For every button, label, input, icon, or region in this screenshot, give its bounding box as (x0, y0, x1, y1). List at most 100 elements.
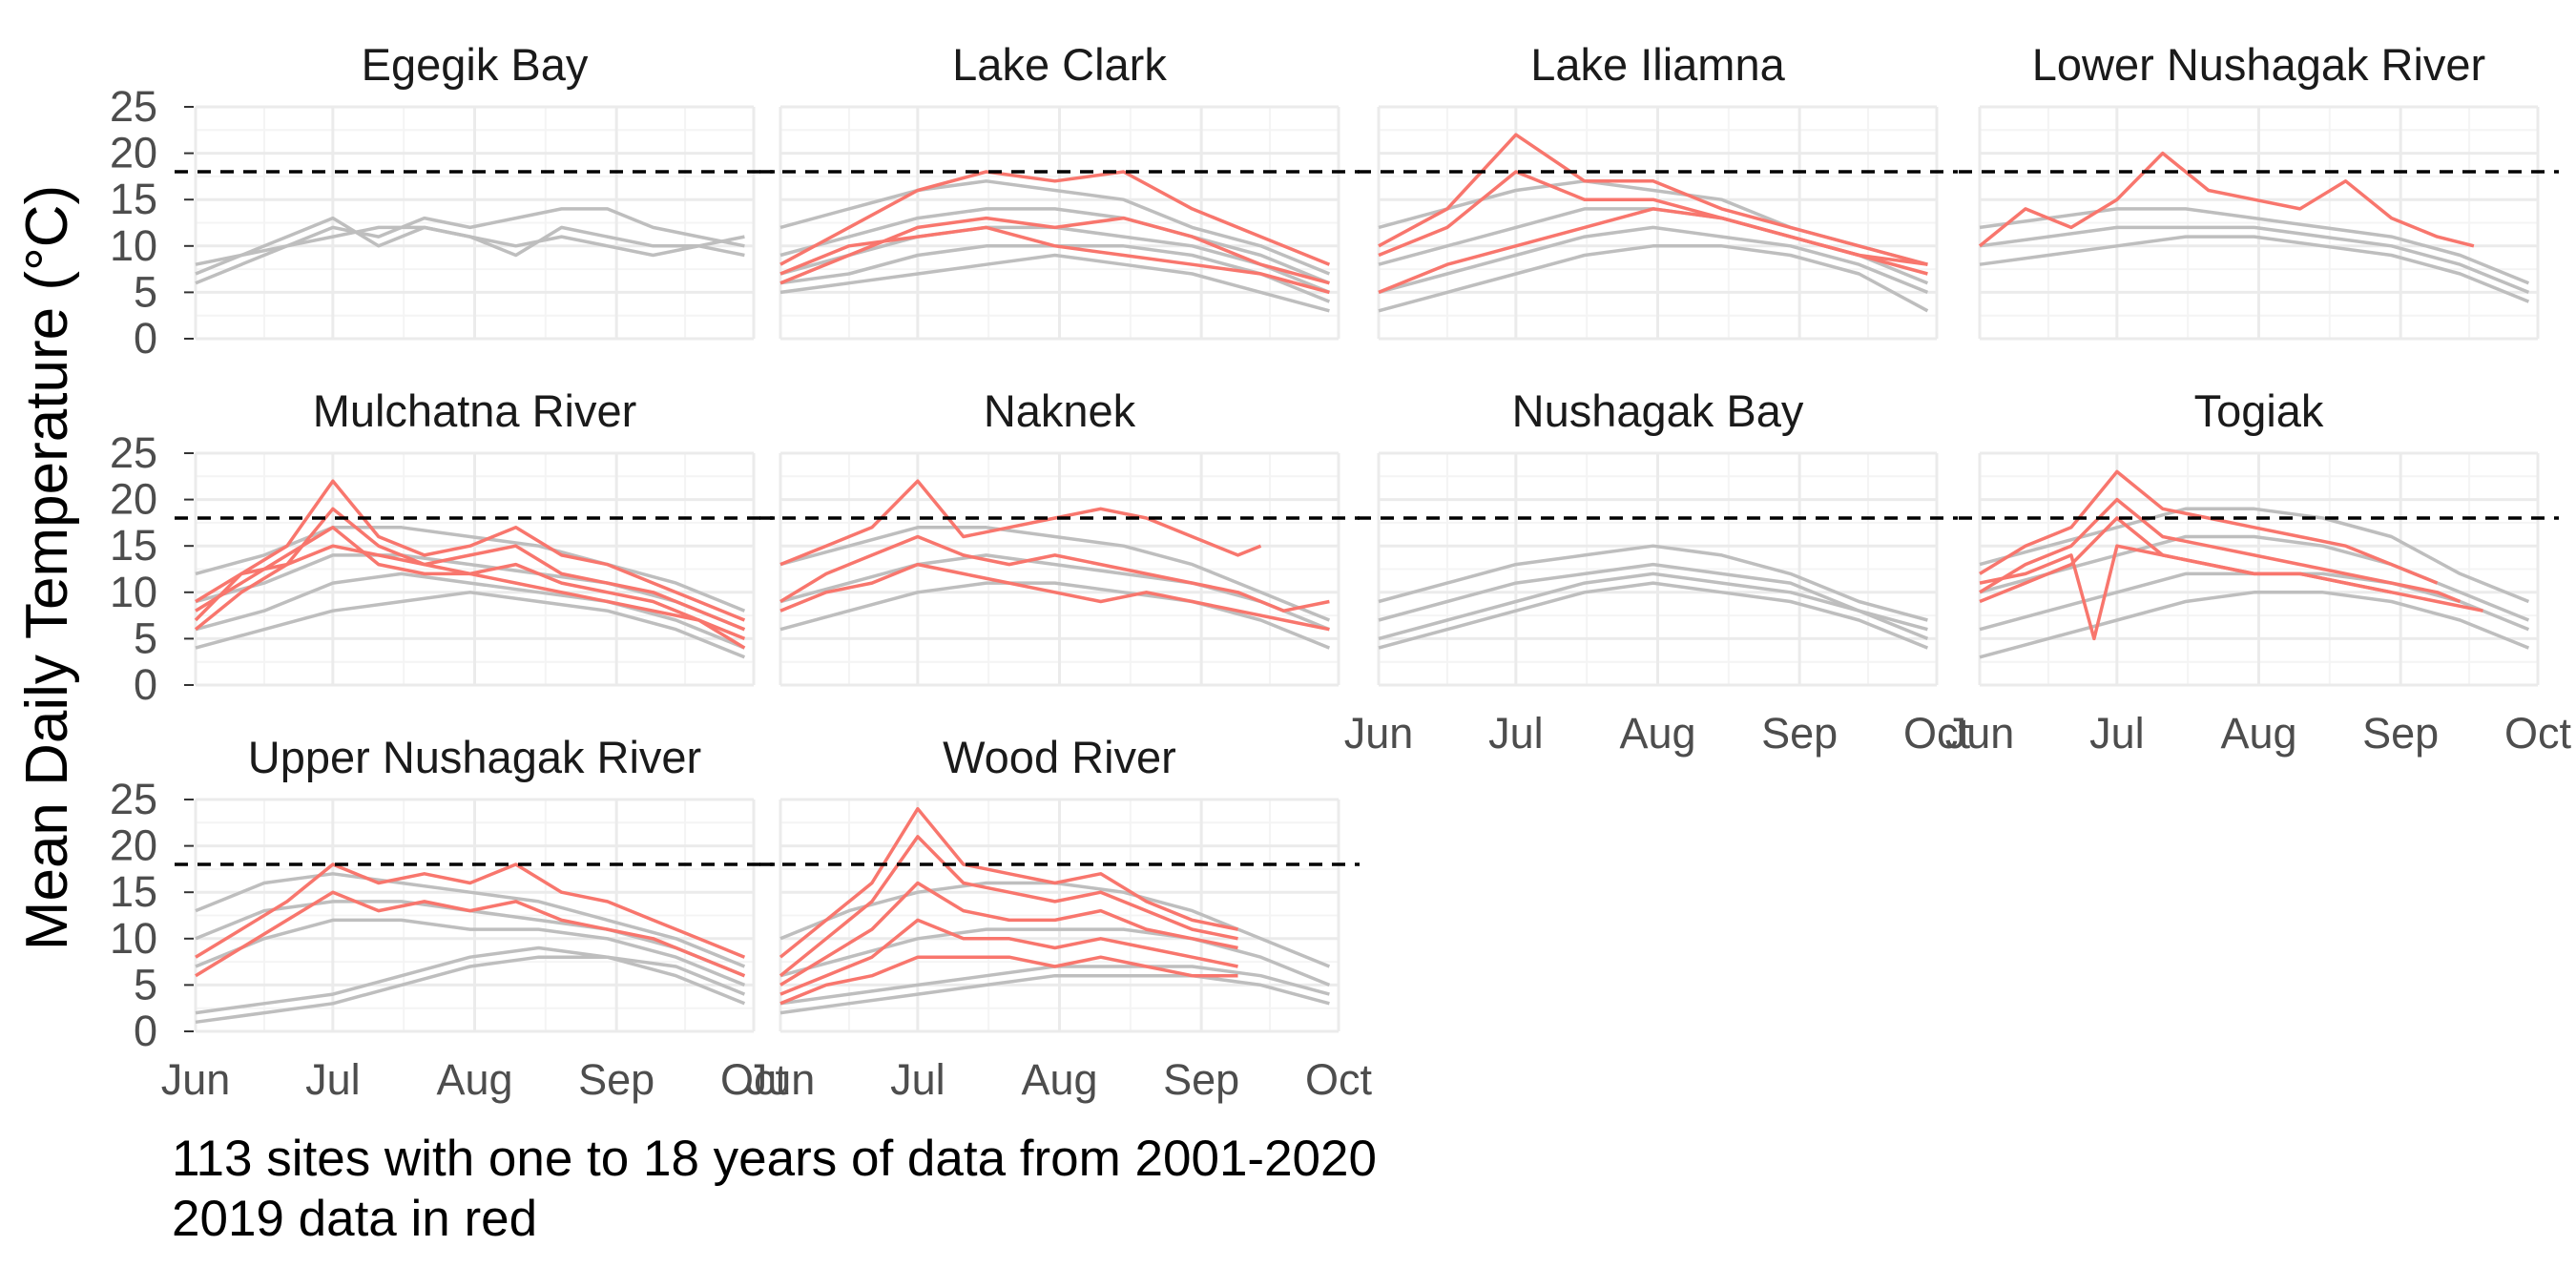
historical-series-line (195, 955, 746, 1025)
historical-series-line (195, 216, 745, 276)
series-2019-line (779, 216, 1330, 285)
x-tick-label: Jul (305, 1055, 361, 1104)
panel-title: Upper Nushagak River (248, 732, 701, 782)
x-tick-label: Sep (2362, 709, 2439, 758)
historical-series-line (195, 571, 746, 650)
y-tick-label: 5 (134, 613, 157, 662)
y-tick-label: 25 (110, 428, 157, 477)
y-tick-label: 5 (134, 267, 157, 316)
series-2019-line (194, 479, 746, 622)
series-2019-line (195, 890, 746, 978)
historical-series-line (195, 945, 746, 1015)
series-2019-line (779, 479, 1262, 567)
x-tick-label: Aug (436, 1055, 512, 1104)
y-tick-label: 20 (110, 821, 157, 870)
series-2019-line (195, 544, 746, 650)
y-tick-label: 20 (110, 475, 157, 524)
historical-series-line (1378, 225, 1929, 295)
x-tick-label: Jun (1945, 709, 2015, 758)
panel-title: Wood River (943, 732, 1176, 782)
panel-title: Nushagak Bay (1512, 385, 1804, 436)
panel-title: Naknek (984, 385, 1136, 436)
panel-title: Lake Clark (952, 39, 1167, 90)
historical-series-line (779, 179, 1331, 276)
historical-series-line (1979, 534, 2530, 622)
panel-5: Naknek (759, 385, 1360, 687)
x-tick-label: Aug (2220, 709, 2296, 758)
x-tick-label: Jul (1488, 709, 1544, 758)
series-2019-line (1979, 544, 2392, 641)
historical-series-line (195, 918, 746, 987)
y-tick-label: 10 (110, 221, 157, 270)
x-tick-label: Aug (1619, 709, 1695, 758)
historical-series-line (195, 872, 746, 968)
y-tick-label: 5 (134, 960, 157, 1008)
caption-line-1: 113 sites with one to 18 years of data f… (172, 1131, 1377, 1187)
historical-series-line (779, 207, 1331, 285)
panel-7: Togiak Jun Jul Aug Sep Oct (1945, 385, 2572, 758)
series-2019-line (779, 835, 1238, 978)
y-tick-label: 25 (110, 82, 157, 131)
y-tick-label: 0 (134, 314, 157, 363)
y-tick-label: 25 (110, 775, 157, 823)
historical-series-line (1979, 225, 2530, 295)
y-tick-label: 0 (134, 660, 157, 709)
historical-series-line (779, 973, 1330, 1015)
panel-6: Nushagak Bay Jun Jul Aug Sep Oct (1344, 385, 1971, 758)
y-axis-title: Mean Daily Temperature (°C) (14, 185, 80, 950)
series-2019-line (1978, 151, 2475, 248)
historical-series-line (779, 253, 1330, 313)
historical-series-line (779, 526, 1331, 622)
series-2019-line (1979, 497, 2462, 604)
historical-series-line (1378, 571, 1929, 641)
x-tick-label: Jun (746, 1055, 816, 1104)
panel-title: Mulchatna River (313, 385, 637, 436)
y-tick-label: 20 (110, 129, 157, 177)
y-tick-label: 15 (110, 175, 157, 223)
x-tick-label: Sep (1761, 709, 1838, 758)
x-tick-label: Oct (1903, 709, 1971, 758)
historical-series-line (1378, 244, 1929, 313)
x-tick-label: Jun (1344, 709, 1414, 758)
historical-series-line (195, 553, 746, 632)
historical-series-line (1979, 591, 2530, 659)
series-2019-line (1378, 207, 1928, 295)
historical-series-line (779, 581, 1331, 650)
historical-series-line (779, 927, 1331, 987)
historical-series-line (1979, 571, 2530, 632)
series-2019-line (779, 881, 1238, 987)
historical-series-line (779, 553, 1331, 632)
y-tick-label: 10 (110, 568, 157, 616)
panel-title: Lake Iliamna (1530, 39, 1785, 90)
x-tick-label: Oct (1305, 1055, 1373, 1104)
panel-9: Wood River Jun Jul Aug Sep Oct (746, 732, 1373, 1104)
series-2019-line (779, 955, 1238, 1006)
historical-series-line (1979, 235, 2530, 303)
caption-line-2: 2019 data in red (172, 1191, 537, 1247)
series-2019-line (779, 225, 1330, 295)
x-tick-label: Sep (1163, 1055, 1239, 1104)
historical-series-line (195, 591, 746, 659)
y-tick-label: 0 (134, 1007, 157, 1055)
series-2019-line (779, 534, 1330, 613)
x-tick-label: Jul (890, 1055, 945, 1104)
panel-1: Lake Clark (759, 39, 1360, 341)
panel-2: Lake Iliamna (1358, 39, 1958, 341)
x-tick-label: Jun (161, 1055, 231, 1104)
historical-series-line (1378, 581, 1929, 650)
series-2019-line (1979, 469, 2439, 585)
x-tick-label: Aug (1021, 1055, 1097, 1104)
y-tick-label: 15 (110, 521, 157, 570)
historical-series-line (1979, 207, 2530, 285)
x-tick-label: Sep (578, 1055, 654, 1104)
historical-series-line (1979, 507, 2530, 604)
series-2019-line (779, 562, 1330, 632)
panel-title: Egegik Bay (362, 39, 589, 90)
historical-series-line (1378, 562, 1928, 632)
series-2019-line (779, 918, 1238, 996)
